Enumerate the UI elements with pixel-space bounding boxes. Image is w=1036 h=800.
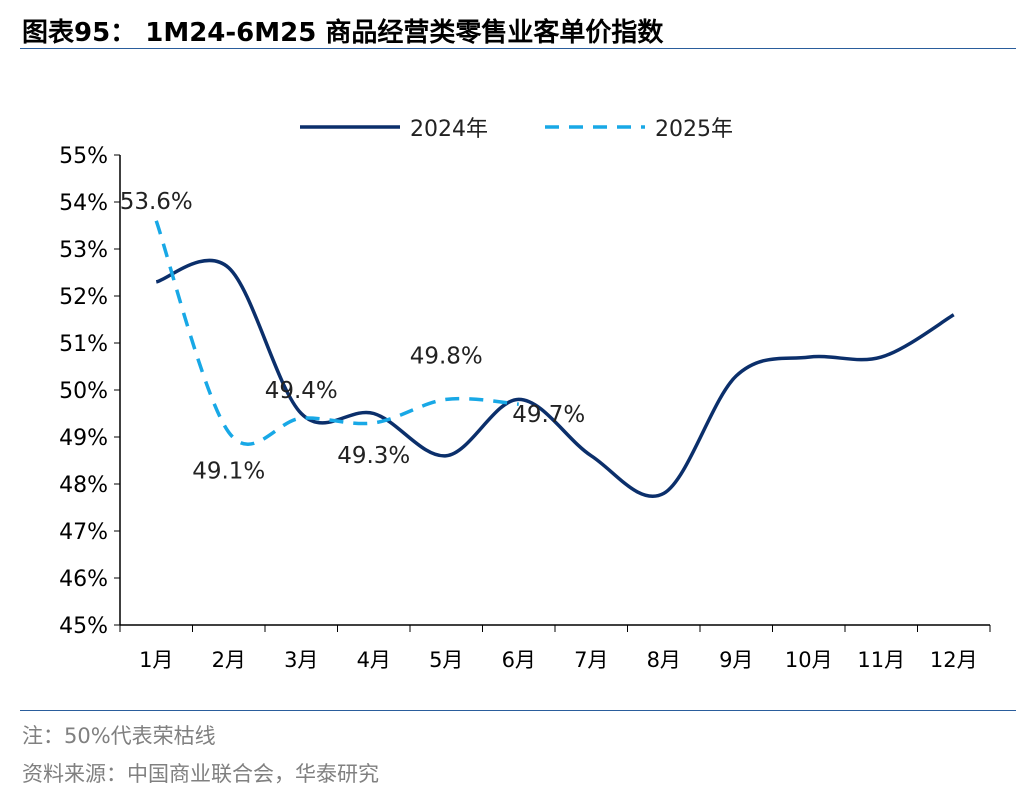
- x-tick-label: 8月: [647, 648, 681, 672]
- y-tick-label: 49%: [59, 426, 108, 451]
- footer-divider: [20, 710, 1016, 711]
- chart-note: 注：50%代表荣枯线: [22, 724, 216, 748]
- y-tick-label: 55%: [59, 144, 108, 169]
- data-label: 49.1%: [192, 458, 265, 484]
- y-tick-label: 51%: [59, 332, 108, 357]
- data-label: 49.7%: [512, 402, 585, 428]
- data-label: 49.8%: [410, 343, 483, 369]
- data-label: 53.6%: [120, 189, 193, 215]
- x-tick-label: 10月: [785, 648, 833, 672]
- y-tick-label: 48%: [59, 473, 108, 498]
- data-label: 49.3%: [337, 443, 410, 469]
- x-tick-label: 1月: [139, 648, 173, 672]
- x-tick-label: 2月: [212, 648, 246, 672]
- x-tick-label: 5月: [429, 648, 463, 672]
- x-tick-label: 9月: [719, 648, 753, 672]
- series-line-2025年: [154, 220, 519, 446]
- data-label: 49.4%: [265, 378, 338, 404]
- y-tick-label: 54%: [59, 191, 108, 216]
- x-tick-label: 11月: [857, 648, 905, 672]
- line-chart: 45% 46% 47% 48% 49% 50% 51% 52% 53% 54% 55% 1月 2月 3月 4…: [59, 117, 991, 672]
- legend-label: 2025年: [655, 117, 733, 142]
- legend-label: 2024年: [410, 117, 488, 142]
- y-tick-label: 47%: [59, 520, 108, 545]
- y-tick-label: 45%: [59, 614, 108, 639]
- x-tick-label: 6月: [502, 648, 536, 672]
- x-tick-label: 7月: [574, 648, 608, 672]
- x-tick-label: 12月: [930, 648, 978, 672]
- y-tick-label: 52%: [59, 285, 108, 310]
- source-note: 资料来源：中国商业联合会，华泰研究: [22, 762, 379, 786]
- chart-title: 图表95： 1M24-6M25 商品经营类零售业客单价指数: [22, 18, 664, 48]
- y-tick-label: 53%: [59, 238, 108, 263]
- series-line-2024年: [155, 258, 955, 498]
- x-tick-label: 3月: [284, 648, 318, 672]
- title-divider: [20, 48, 1016, 49]
- y-tick-label: 50%: [59, 379, 108, 404]
- x-tick-label: 4月: [357, 648, 391, 672]
- y-tick-label: 46%: [59, 567, 108, 592]
